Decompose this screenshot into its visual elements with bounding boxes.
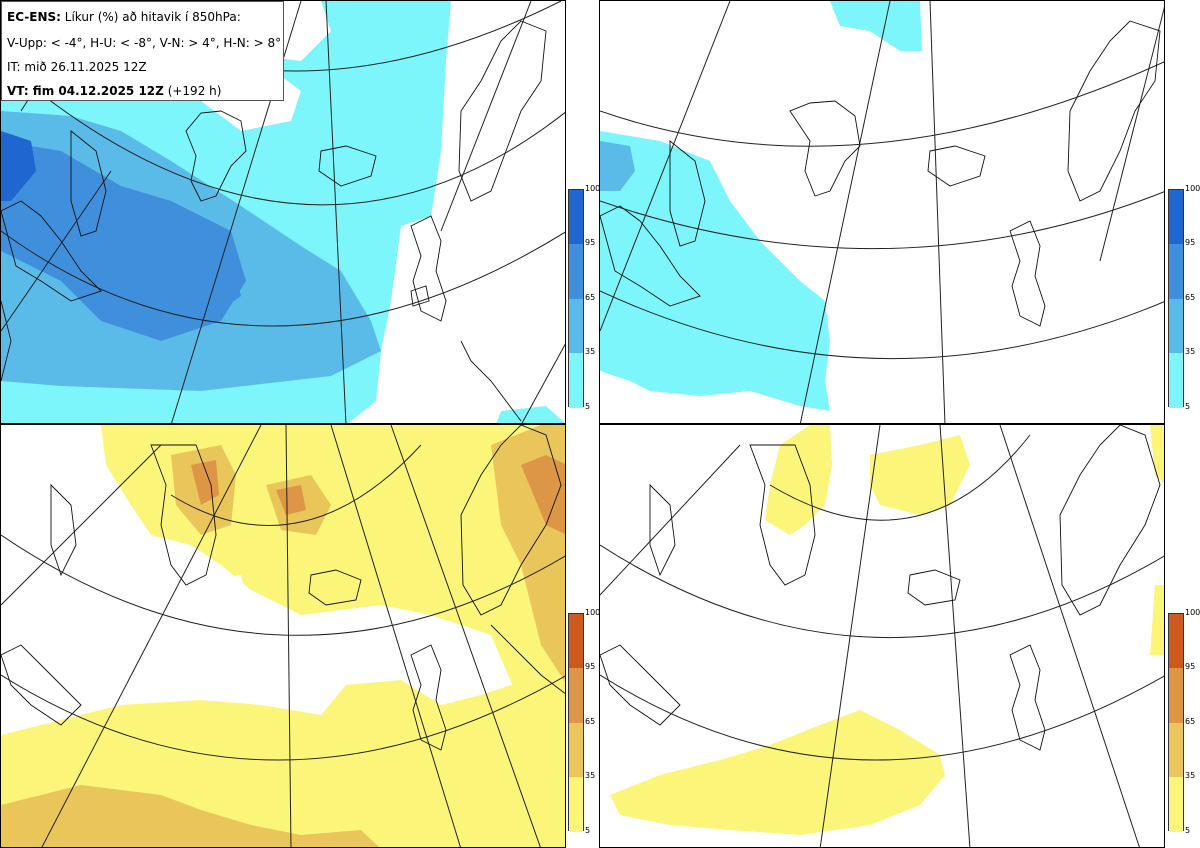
tick-label: 95	[585, 238, 596, 247]
map-panel-cold-moderate: EC-ENS: Líkur (%) að hitavik í 850hPa: V…	[0, 0, 566, 424]
coastlines	[600, 425, 1161, 751]
scale-band-35-65	[569, 299, 583, 353]
scale-band-35-65	[1169, 723, 1183, 777]
tick-label: 100	[585, 608, 601, 617]
tick-label: 5	[585, 402, 591, 411]
map-title-box: EC-ENS: Líkur (%) að hitavik í 850hPa: V…	[1, 1, 284, 101]
tick-label: 5	[1185, 402, 1191, 411]
tick-label: 65	[1185, 717, 1196, 726]
tick-label: 35	[585, 771, 596, 780]
coastlines	[600, 20, 1161, 327]
tick-label: 100	[585, 184, 601, 193]
graticule	[1, 425, 565, 847]
coastlines	[1, 20, 547, 422]
scale-band-5-35	[569, 353, 583, 408]
tick-label: 95	[585, 662, 596, 671]
title-line-1: EC-ENS: Líkur (%) að hitavik í 850hPa:	[7, 10, 241, 24]
tick-label: 95	[1185, 662, 1196, 671]
color-scale-cold-2: 100 95 65 35 5	[1168, 185, 1200, 411]
scale-band-35-65	[1169, 299, 1183, 353]
tick-label: 65	[1185, 293, 1196, 302]
title-line-4: VT: fim 04.12.2025 12Z (+192 h)	[7, 84, 222, 98]
probability-shading	[1, 425, 565, 847]
probability-map-svg	[1, 1, 565, 423]
scale-band-65-95	[569, 244, 583, 299]
scale-band-65-95	[1169, 244, 1183, 299]
tick-label: 65	[585, 293, 596, 302]
map-panel-cold-strong	[599, 0, 1165, 424]
color-scale-warm-2: 100 95 65 35 5	[1168, 609, 1200, 835]
scale-band-5-35	[569, 777, 583, 832]
color-scale-warm-1: 100 95 65 35 5	[568, 609, 600, 835]
scale-band-5-35	[1169, 777, 1183, 832]
scale-band-95-100	[1169, 190, 1183, 244]
probability-map-svg	[600, 1, 1164, 423]
color-scale-bar	[568, 613, 584, 832]
probability-map-svg	[1, 425, 565, 847]
scale-band-5-35	[1169, 353, 1183, 408]
tick-label: 35	[1185, 771, 1196, 780]
coastlines	[1, 425, 565, 751]
scale-band-95-100	[569, 614, 583, 668]
scale-band-95-100	[1169, 614, 1183, 668]
scale-band-95-100	[569, 190, 583, 244]
probability-shading	[600, 1, 922, 411]
tick-label: 100	[1185, 608, 1200, 617]
color-scale-bar	[568, 189, 584, 408]
tick-label: 65	[585, 717, 596, 726]
tick-label: 5	[1185, 826, 1191, 835]
tick-label: 35	[1185, 347, 1196, 356]
tick-label: 5	[585, 826, 591, 835]
scale-band-65-95	[1169, 668, 1183, 723]
tick-label: 100	[1185, 184, 1200, 193]
graticule	[600, 1, 1164, 423]
probability-shading	[1, 1, 565, 423]
graticule	[600, 425, 1164, 847]
probability-map-svg	[600, 425, 1164, 847]
scale-band-35-65	[569, 723, 583, 777]
color-scale-bar	[1168, 613, 1184, 832]
title-line-2: V-Upp: < -4°, H-U: < -8°, V-N: > 4°, H-N…	[7, 36, 282, 50]
tick-label: 35	[585, 347, 596, 356]
title-line-3: IT: mið 26.11.2025 12Z	[7, 60, 147, 74]
map-panel-warm-strong	[599, 424, 1165, 848]
scale-band-65-95	[569, 668, 583, 723]
tick-label: 95	[1185, 238, 1196, 247]
probability-shading	[610, 425, 1164, 835]
color-scale-bar	[1168, 189, 1184, 408]
color-scale-cold-1: 100 95 65 35 5	[568, 185, 600, 411]
map-panel-warm-moderate	[0, 424, 566, 848]
